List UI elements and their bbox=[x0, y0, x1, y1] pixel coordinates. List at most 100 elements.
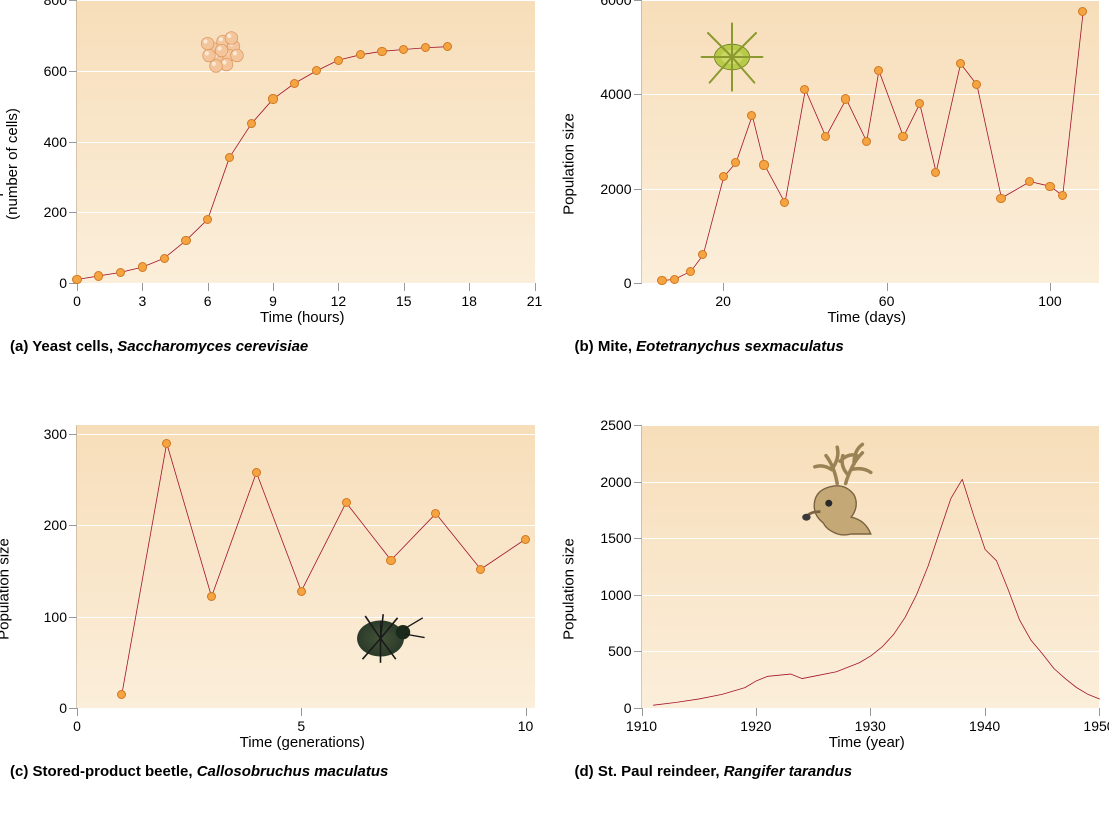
xtick-label: 1910 bbox=[626, 718, 657, 734]
chart-b: Population size 02000400060002060100 Tim… bbox=[575, 0, 1100, 328]
xtick-label: 0 bbox=[73, 293, 81, 309]
xlabel-d: Time (year) bbox=[829, 734, 905, 751]
species-a: Saccharomyces cerevisiae bbox=[117, 338, 308, 355]
ytick-label: 600 bbox=[44, 63, 67, 79]
ytick-label: 200 bbox=[44, 517, 67, 533]
xtick-label: 15 bbox=[396, 293, 412, 309]
xtick-label: 1950 bbox=[1083, 718, 1109, 734]
caption-prefix-a: (a) Yeast cells, bbox=[10, 338, 117, 355]
caption-a: (a) Yeast cells, Saccharomyces cerevisia… bbox=[10, 338, 535, 355]
data-marker bbox=[956, 59, 965, 68]
ytick-label: 0 bbox=[59, 700, 67, 716]
ytick-label: 4000 bbox=[600, 86, 631, 102]
ylabel-a: Population size (number of cells) bbox=[0, 108, 21, 220]
ytick-label: 2500 bbox=[600, 417, 631, 433]
ytick-label: 0 bbox=[59, 275, 67, 291]
data-marker bbox=[160, 254, 169, 263]
xlabel-a: Time (hours) bbox=[260, 309, 344, 326]
data-marker bbox=[386, 556, 395, 565]
ytick-label: 0 bbox=[624, 275, 632, 291]
xtick-label: 18 bbox=[461, 293, 477, 309]
panel-c: Population size 01002003000510 Time (gen… bbox=[10, 425, 535, 780]
chart-d: Population size 050010001500200025001910… bbox=[575, 425, 1100, 753]
xlabel-c: Time (generations) bbox=[240, 734, 365, 751]
ylabel-b: Population size bbox=[560, 113, 577, 215]
plot-area-b: 02000400060002060100 bbox=[641, 0, 1100, 284]
ytick-label: 800 bbox=[44, 0, 67, 8]
data-marker bbox=[1045, 182, 1054, 191]
ytick-label: 2000 bbox=[600, 181, 631, 197]
data-marker bbox=[181, 236, 190, 245]
xtick-label: 10 bbox=[518, 718, 534, 734]
xtick-label: 9 bbox=[269, 293, 277, 309]
panel-d: Population size 050010001500200025001910… bbox=[575, 425, 1100, 780]
caption-d: (d) St. Paul reindeer, Rangifer tarandus bbox=[575, 763, 1100, 780]
data-marker bbox=[898, 132, 907, 141]
ytick-label: 300 bbox=[44, 426, 67, 442]
data-marker bbox=[116, 268, 125, 277]
ytick-label: 1500 bbox=[600, 530, 631, 546]
data-marker bbox=[297, 587, 306, 596]
ytick-label: 0 bbox=[624, 700, 632, 716]
data-marker bbox=[862, 137, 871, 146]
data-marker bbox=[686, 267, 695, 276]
caption-c: (c) Stored-product beetle, Callosobruchu… bbox=[10, 763, 535, 780]
panel-a: Population size (number of cells) 020040… bbox=[10, 0, 535, 355]
data-marker bbox=[225, 153, 234, 162]
data-marker bbox=[138, 262, 147, 271]
data-marker bbox=[931, 168, 940, 177]
ytick-label: 100 bbox=[44, 609, 67, 625]
data-marker bbox=[342, 498, 351, 507]
species-c: Callosobruchus maculatus bbox=[197, 763, 389, 780]
data-marker bbox=[72, 275, 81, 284]
data-marker bbox=[670, 275, 679, 284]
data-marker bbox=[996, 194, 1005, 203]
species-d: Rangifer tarandus bbox=[724, 763, 852, 780]
ytick-label: 200 bbox=[44, 204, 67, 220]
xtick-label: 60 bbox=[879, 293, 895, 309]
xtick-label: 20 bbox=[715, 293, 731, 309]
plot-area-c: 01002003000510 bbox=[76, 425, 535, 709]
caption-prefix-d: (d) St. Paul reindeer, bbox=[575, 763, 724, 780]
ytick-label: 500 bbox=[608, 643, 631, 659]
xtick-label: 0 bbox=[73, 718, 81, 734]
data-marker bbox=[334, 56, 343, 65]
panel-b: Population size 02000400060002060100 Tim… bbox=[575, 0, 1100, 355]
data-marker bbox=[94, 271, 103, 280]
xlabel-b: Time (days) bbox=[827, 309, 906, 326]
data-marker bbox=[521, 535, 530, 544]
xtick-label: 21 bbox=[527, 293, 543, 309]
caption-prefix-b: (b) Mite, bbox=[575, 338, 637, 355]
series-c bbox=[77, 425, 535, 708]
data-marker bbox=[252, 468, 261, 477]
ytick-label: 2000 bbox=[600, 474, 631, 490]
xtick-label: 1930 bbox=[855, 718, 886, 734]
species-b: Eotetranychus sexmaculatus bbox=[636, 338, 844, 355]
xtick-label: 100 bbox=[1038, 293, 1061, 309]
data-marker bbox=[841, 94, 850, 103]
ytick-label: 400 bbox=[44, 134, 67, 150]
data-marker bbox=[268, 94, 277, 103]
chart-grid: Population size (number of cells) 020040… bbox=[0, 0, 1109, 820]
xtick-label: 5 bbox=[297, 718, 305, 734]
data-marker bbox=[759, 160, 768, 169]
xtick-label: 1920 bbox=[740, 718, 771, 734]
ytick-label: 6000 bbox=[600, 0, 631, 8]
chart-c: Population size 01002003000510 Time (gen… bbox=[10, 425, 535, 753]
data-marker bbox=[476, 565, 485, 574]
chart-a: Population size (number of cells) 020040… bbox=[10, 0, 535, 328]
xtick-label: 1940 bbox=[969, 718, 1000, 734]
xtick-label: 12 bbox=[331, 293, 347, 309]
ylabel-d: Population size bbox=[560, 538, 577, 640]
caption-b: (b) Mite, Eotetranychus sexmaculatus bbox=[575, 338, 1100, 355]
series-d bbox=[642, 425, 1100, 708]
caption-prefix-c: (c) Stored-product beetle, bbox=[10, 763, 197, 780]
ytick-label: 1000 bbox=[600, 587, 631, 603]
data-marker bbox=[657, 276, 666, 285]
ylabel-c: Population size bbox=[0, 538, 13, 640]
data-marker bbox=[377, 47, 386, 56]
series-a bbox=[77, 0, 535, 283]
xtick-label: 3 bbox=[138, 293, 146, 309]
plot-area-d: 0500100015002000250019101920193019401950 bbox=[641, 425, 1100, 709]
xtick-label: 6 bbox=[204, 293, 212, 309]
